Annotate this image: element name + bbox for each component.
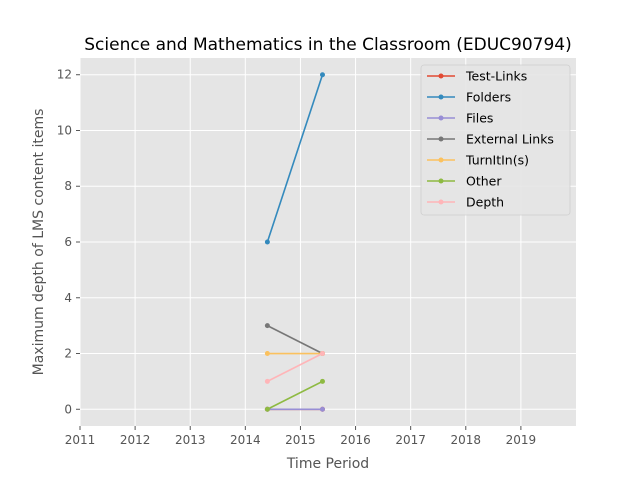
y-tick-label: 12 <box>57 68 72 82</box>
x-tick-label: 2015 <box>285 433 316 447</box>
y-axis-label: Maximum depth of LMS content items <box>31 109 47 376</box>
legend-swatch-marker <box>438 115 444 121</box>
legend: Test-Links Folders Files External Links Turn… <box>420 64 571 216</box>
x-tick-label: 2016 <box>340 433 371 447</box>
legend-entry-label: Depth <box>466 195 504 210</box>
legend-entry-label: External Links <box>466 132 554 147</box>
legend-swatch-marker <box>438 73 444 79</box>
legend-swatch-marker <box>438 157 444 163</box>
legend-swatch-marker <box>438 178 444 184</box>
chart-title: Science and Mathematics in the Classroom… <box>84 35 571 55</box>
series-point <box>264 239 270 245</box>
axis-ticks: 2011 2012 2013 2014 2015 2016 2017 2018 2019 0 2 4 6… <box>57 68 536 447</box>
y-tick-label: 2 <box>64 347 72 361</box>
x-tick-label: 2012 <box>120 433 151 447</box>
series-point <box>319 351 325 357</box>
series-line <box>267 380 323 410</box>
legend-entry-label: Folders <box>466 90 511 105</box>
legend-swatch-marker <box>438 136 444 142</box>
x-tick-label: 2013 <box>175 433 206 447</box>
series-point <box>319 72 325 78</box>
legend-box <box>420 64 571 216</box>
legend-entry-label: Test-Links <box>465 69 527 84</box>
y-tick-label: 10 <box>57 123 72 137</box>
series-point <box>264 378 270 384</box>
series-point <box>264 323 270 329</box>
legend-entry-label: TurnItIn(s) <box>465 153 529 168</box>
legend-swatch-marker <box>438 94 444 100</box>
series-line <box>267 324 323 355</box>
legend-entry-label: Files <box>466 111 493 126</box>
series-line <box>266 74 324 243</box>
x-tick-label: 2014 <box>230 433 261 447</box>
y-tick-label: 6 <box>64 235 72 249</box>
series-group <box>264 72 325 412</box>
series-point <box>319 406 325 412</box>
x-tick-label: 2018 <box>451 433 482 447</box>
y-tick-label: 8 <box>64 179 72 193</box>
series-point <box>264 406 270 412</box>
y-tick-label: 0 <box>64 402 72 416</box>
y-tick-label: 4 <box>64 291 72 305</box>
x-tick-label: 2011 <box>65 433 96 447</box>
series-line <box>267 352 323 383</box>
legend-swatch-marker <box>438 199 444 205</box>
x-tick-label: 2017 <box>395 433 426 447</box>
series-point <box>319 378 325 384</box>
series-point <box>264 351 270 357</box>
legend-entry-label: Other <box>466 174 502 189</box>
x-tick-label: 2019 <box>506 433 537 447</box>
x-axis-label: Time Period <box>286 456 369 472</box>
